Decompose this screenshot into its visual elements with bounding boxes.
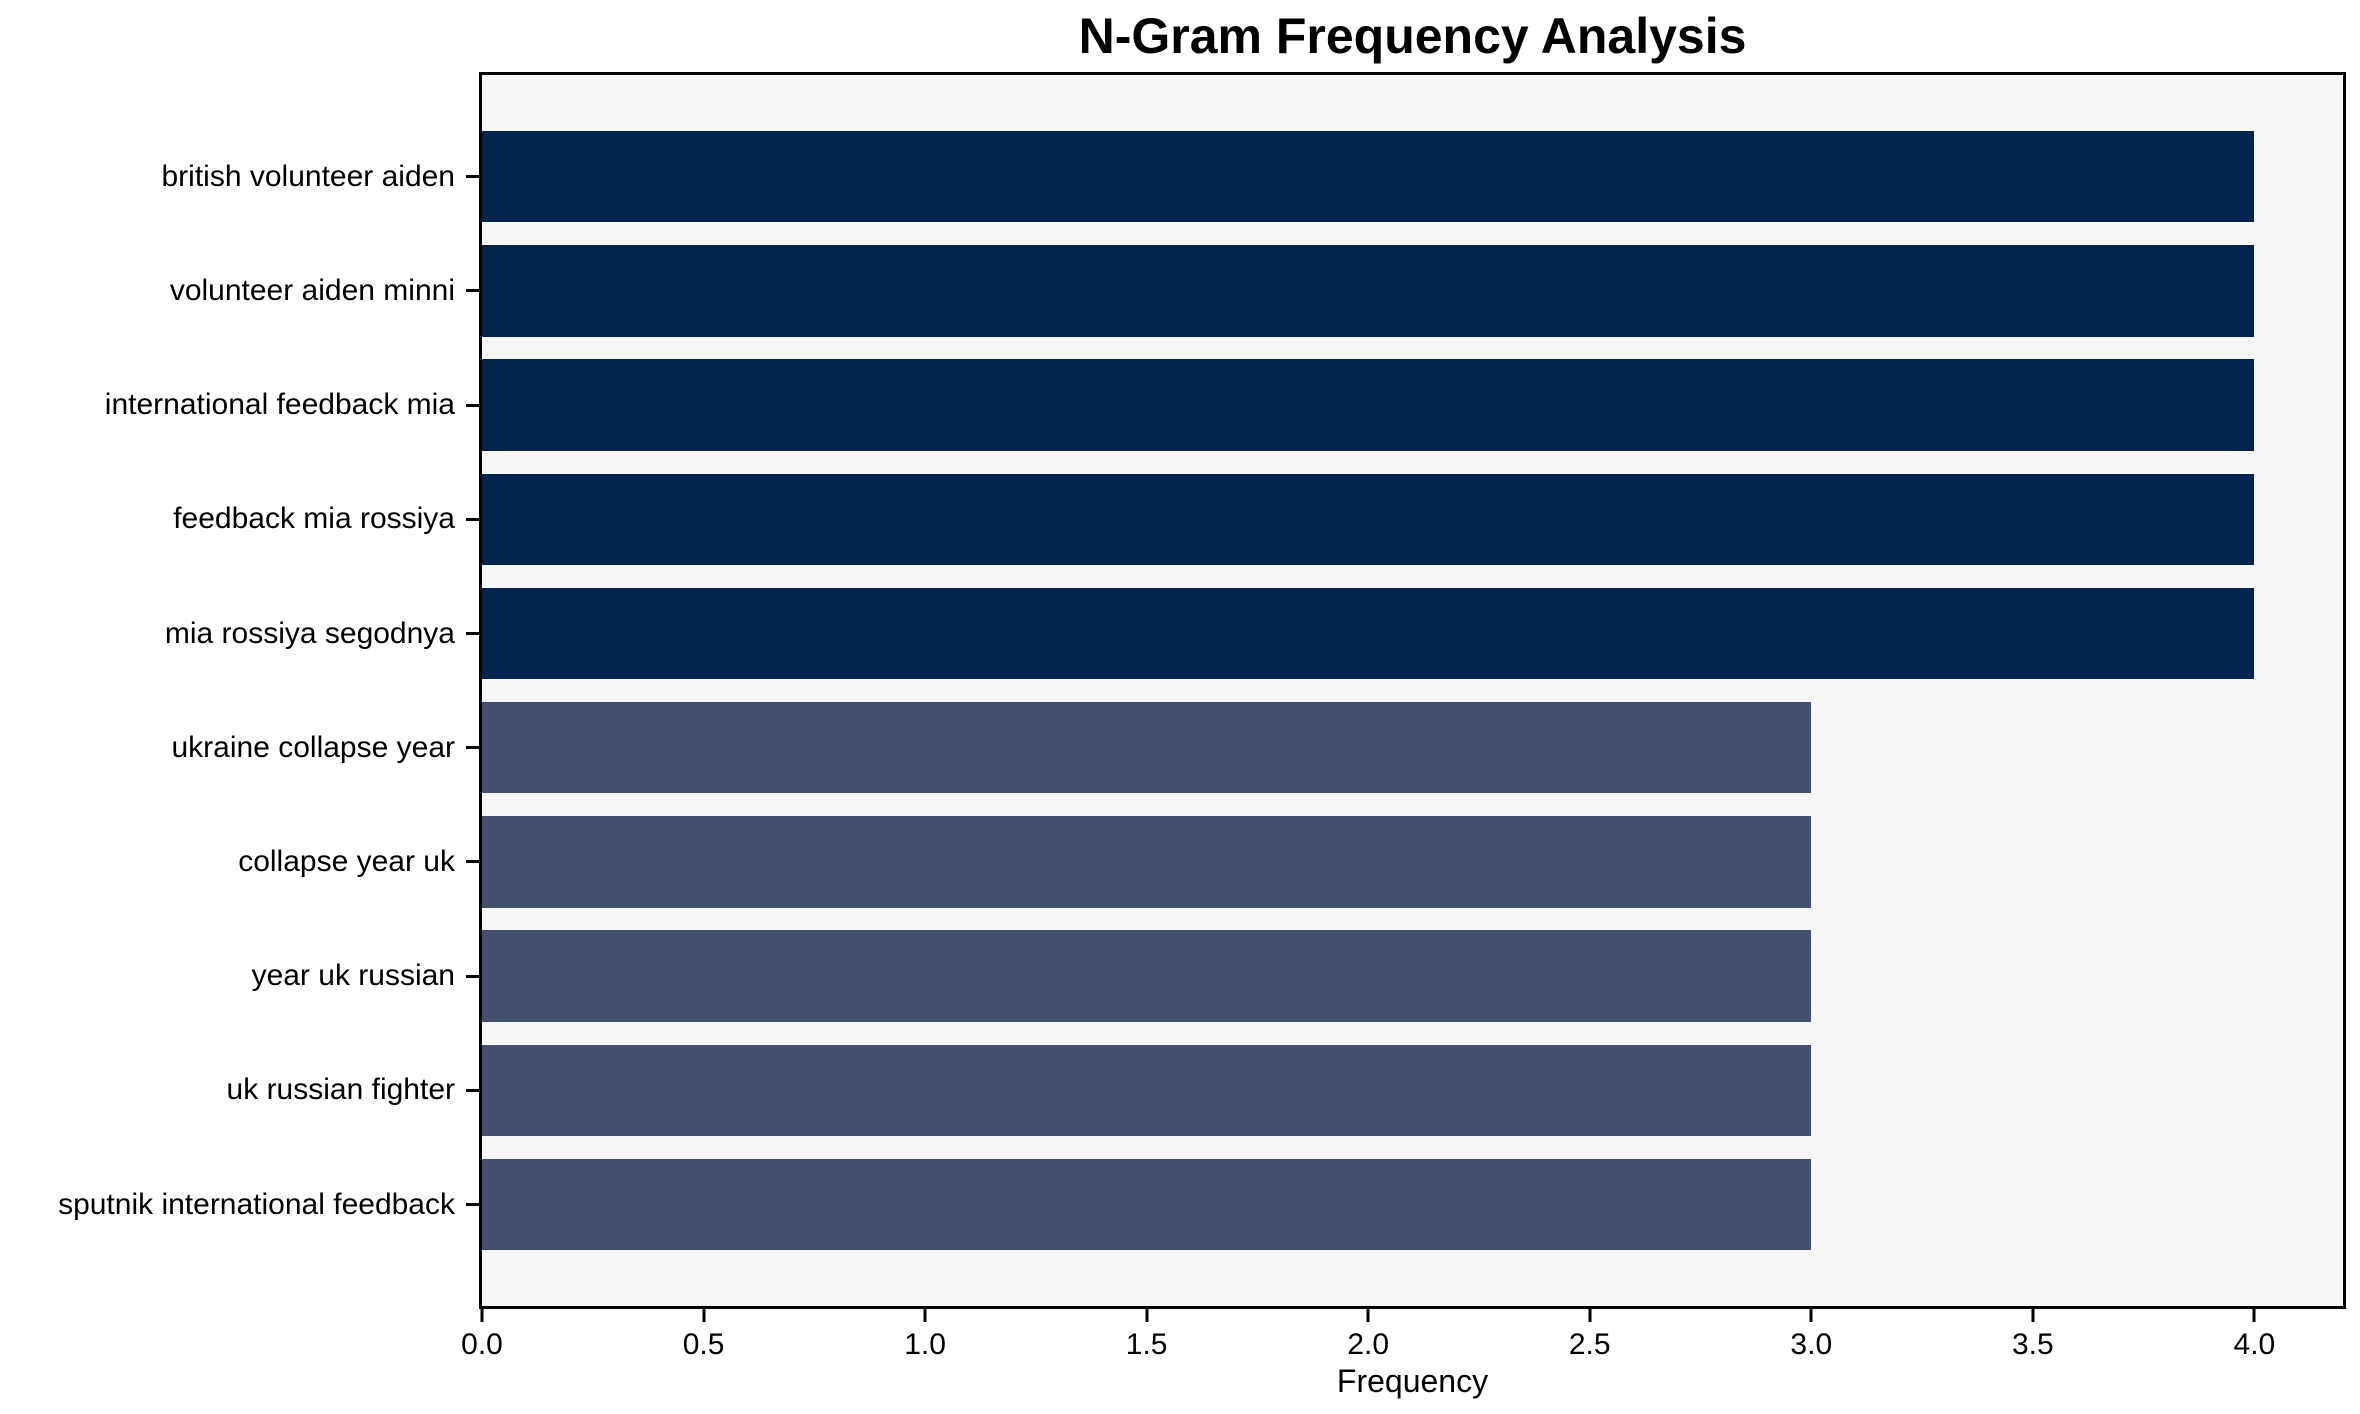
y-tick-mark — [466, 860, 479, 864]
bar-row — [482, 930, 2343, 1022]
bar — [482, 816, 1812, 908]
bar — [482, 359, 2255, 451]
x-tick-mark — [2252, 1309, 2256, 1322]
x-tick-mark — [480, 1309, 484, 1322]
bar-row — [482, 702, 2343, 794]
x-axis-label: Frequency — [1336, 1363, 1489, 1399]
bar — [482, 587, 2255, 680]
x-tick-label: 1.0 — [904, 1328, 946, 1361]
chart-title: N-Gram Frequency Analysis — [1078, 8, 1747, 64]
x-tick-label: 2.0 — [1347, 1328, 1390, 1361]
y-tick-label: sputnik international feedback — [58, 1187, 455, 1221]
bar-row — [482, 816, 2343, 908]
x-tick-mark — [1145, 1309, 1149, 1322]
x-tick-label: 3.0 — [1790, 1328, 1833, 1361]
bar — [482, 1044, 1812, 1136]
y-tick-mark — [466, 289, 479, 293]
x-tick-label: 0.0 — [461, 1328, 503, 1361]
bar-row — [482, 245, 2343, 337]
y-tick-label: british volunteer aiden — [161, 159, 455, 193]
y-tick-mark — [466, 974, 479, 978]
y-tick-label: mia rossiya segodnya — [164, 616, 455, 650]
y-tick-label: feedback mia rossiya — [173, 502, 455, 536]
x-tick-mark — [923, 1309, 927, 1322]
x-tick-label: 1.5 — [1125, 1328, 1168, 1361]
y-tick-mark — [466, 1088, 479, 1092]
plot-area: N-Gram Frequency Analysis Frequency brit… — [58, 8, 2346, 1399]
y-tick-label: international feedback mia — [104, 388, 455, 422]
bar-row — [482, 1158, 2343, 1251]
bar-row — [482, 131, 2343, 223]
bar — [482, 131, 2255, 223]
x-tick-label: 4.0 — [2233, 1328, 2276, 1361]
x-tick-label: 2.5 — [1568, 1328, 1611, 1361]
x-tick-label: 3.5 — [2011, 1328, 2054, 1361]
x-tick-label: 0.5 — [682, 1328, 725, 1361]
y-tick-label: collapse year uk — [238, 844, 455, 878]
bar-row — [482, 359, 2343, 451]
y-tick-mark — [466, 517, 479, 521]
y-tick-mark — [466, 632, 479, 635]
y-tick-label: ukraine collapse year — [171, 730, 456, 764]
y-tick-label: year uk russian — [251, 959, 455, 993]
bar-row — [482, 1044, 2343, 1136]
x-tick-mark — [1366, 1309, 1370, 1322]
bar — [482, 1158, 1812, 1251]
y-tick-label: uk russian fighter — [226, 1073, 455, 1107]
y-tick-label: volunteer aiden minni — [169, 273, 455, 307]
bar — [482, 930, 1812, 1022]
y-tick-mark — [466, 746, 479, 750]
bar — [482, 473, 2255, 565]
x-tick-mark — [1809, 1309, 1813, 1322]
y-tick-mark — [466, 403, 479, 407]
y-tick-mark — [466, 175, 479, 179]
x-tick-mark — [702, 1309, 706, 1322]
x-tick-mark — [1588, 1309, 1592, 1322]
bar — [482, 245, 2255, 337]
x-tick-mark — [2031, 1309, 2035, 1322]
bar — [482, 702, 1812, 794]
y-tick-mark — [466, 1203, 479, 1206]
bar-row — [482, 587, 2343, 680]
bar-row — [482, 473, 2343, 565]
